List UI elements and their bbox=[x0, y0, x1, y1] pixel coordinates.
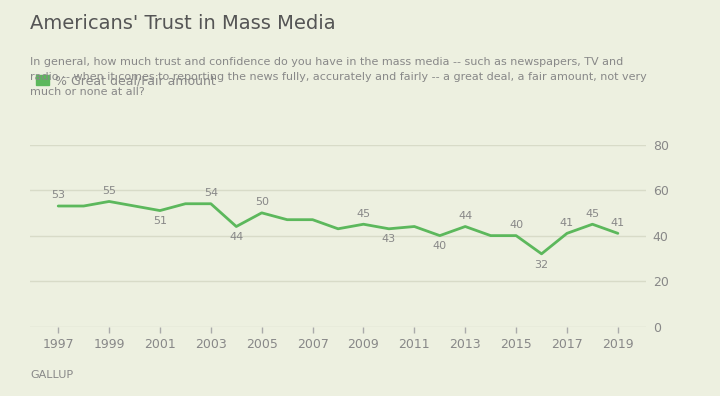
Text: 40: 40 bbox=[433, 241, 447, 251]
Text: 51: 51 bbox=[153, 216, 167, 226]
Text: 50: 50 bbox=[255, 197, 269, 207]
Text: 44: 44 bbox=[229, 232, 243, 242]
Text: 45: 45 bbox=[585, 209, 600, 219]
Legend: % Great deal/Fair amount: % Great deal/Fair amount bbox=[37, 74, 216, 87]
Text: 44: 44 bbox=[458, 211, 472, 221]
Text: 54: 54 bbox=[204, 188, 218, 198]
Text: Americans' Trust in Mass Media: Americans' Trust in Mass Media bbox=[30, 14, 336, 33]
Text: 45: 45 bbox=[356, 209, 371, 219]
Text: 41: 41 bbox=[560, 218, 574, 228]
Text: 40: 40 bbox=[509, 220, 523, 230]
Text: 43: 43 bbox=[382, 234, 396, 244]
Text: 55: 55 bbox=[102, 186, 116, 196]
Text: 41: 41 bbox=[611, 218, 625, 228]
Text: 32: 32 bbox=[534, 259, 549, 270]
Text: 53: 53 bbox=[51, 190, 66, 200]
Text: GALLUP: GALLUP bbox=[30, 370, 73, 380]
Text: In general, how much trust and confidence do you have in the mass media -- such : In general, how much trust and confidenc… bbox=[30, 57, 647, 97]
